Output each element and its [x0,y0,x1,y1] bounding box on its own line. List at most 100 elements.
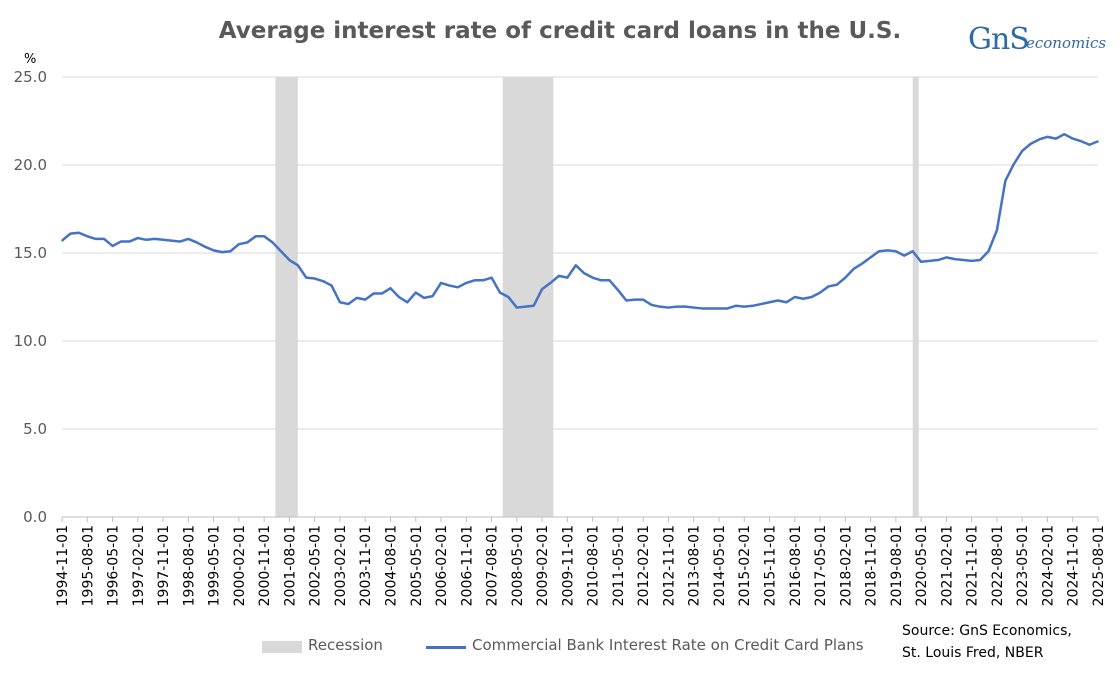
x-tick-label: 1995-08-01 [80,525,96,606]
data-point [170,239,173,242]
data-point [204,246,206,248]
x-tick-label: 1996-05-01 [106,525,122,606]
data-point [667,306,670,309]
data-point [979,259,981,261]
x-tick-label: 2009-11-01 [560,525,576,606]
gridlines [62,76,1098,430]
x-tick-label: 2007-08-01 [485,525,501,606]
data-point [490,276,493,279]
data-point [861,262,863,265]
data-point [372,292,375,295]
data-point [827,285,830,288]
data-point [617,289,619,291]
logo-text-gns: GnS [968,22,1030,57]
data-point [1029,143,1032,145]
y-tick-label: 5.0 [23,420,47,438]
x-tick-label: 2015-02-01 [737,525,753,606]
chart-title: Average interest rate of credit card loa… [218,18,902,44]
x-tick-label: 1997-11-01 [156,525,172,606]
data-point [549,282,552,284]
x-tick-label: 2024-02-01 [1040,525,1056,606]
series-line [61,132,1099,310]
data-point [86,235,89,238]
data-point [558,275,560,277]
y-tick-labels: 0.0 5.0 10.0 15.0 20.0 25.0 [14,68,47,526]
data-point [414,291,417,294]
x-tick-label: 2016-08-01 [788,525,804,606]
data-point [777,299,779,302]
data-point [810,296,813,298]
x-tick-label: 2018-11-01 [864,525,880,606]
data-point [574,264,577,267]
y-tick-label: 10.0 [14,332,47,350]
data-point [305,276,308,279]
data-point [465,282,468,284]
data-point [726,307,729,310]
data-point [709,307,712,310]
data-point [970,260,973,262]
x-tick-label: 1997-02-01 [131,525,147,606]
data-point [836,283,838,286]
data-point [364,298,367,301]
data-point [187,238,190,240]
data-point [507,296,510,298]
legend-swatch-series [426,646,466,649]
data-point [920,261,922,263]
y-tick-label: 15.0 [14,244,47,262]
source-line-1: Source: GnS Economics, [902,623,1072,639]
x-tick-label: 2019-08-01 [889,525,905,606]
data-point [566,276,569,279]
data-point [1038,138,1040,141]
data-point [692,306,695,309]
data-point [760,303,762,305]
data-point [768,301,771,304]
data-point [743,305,746,308]
x-tick-label: 2003-11-01 [358,525,374,606]
data-point [1071,137,1074,140]
series-group [61,132,1099,310]
data-point [61,239,63,242]
data-point [735,305,737,307]
x-tick-label: 2003-02-01 [333,525,349,606]
data-point [524,305,527,308]
data-point [625,299,628,302]
data-point [945,256,948,259]
recession-bands [275,77,919,517]
data-point [406,301,409,304]
data-point [238,243,240,245]
x-tick-label: 2023-05-01 [1015,525,1031,606]
data-point [676,305,678,308]
x-tick-label: 2014-05-01 [712,525,728,606]
line-chart: 0.0 5.0 10.0 15.0 20.0 25.0 1994-11-01 1995-08… [14,52,1107,606]
data-point [111,245,114,247]
data-point [254,235,257,238]
x-tick-label: 2025-08-01 [1091,525,1107,606]
data-point [389,287,392,290]
data-point [297,264,299,267]
data-point [448,284,451,287]
legend-label-recession: Recession [308,636,383,654]
data-point [962,259,965,261]
data-point [996,229,998,231]
legend-swatch-recession [262,641,302,653]
data-point [608,279,611,282]
data-point [153,238,156,240]
data-point [137,237,139,239]
data-point [532,305,535,307]
data-point [1088,143,1091,146]
x-tick-label: 1998-08-01 [181,525,197,606]
source-line-2: St. Louis Fred, NBER [902,645,1044,661]
data-point [1004,180,1007,182]
data-point [69,232,72,235]
data-point [642,298,644,301]
data-point [195,241,198,244]
data-point [878,250,880,253]
x-tick-label: 2013-08-01 [687,525,703,606]
data-point [347,303,350,305]
y-tick-label: 20.0 [14,156,47,174]
data-point [785,301,788,304]
data-point [381,292,383,295]
x-tick-label: 1994-11-01 [55,525,71,606]
data-point [440,282,442,284]
data-point [633,298,636,301]
